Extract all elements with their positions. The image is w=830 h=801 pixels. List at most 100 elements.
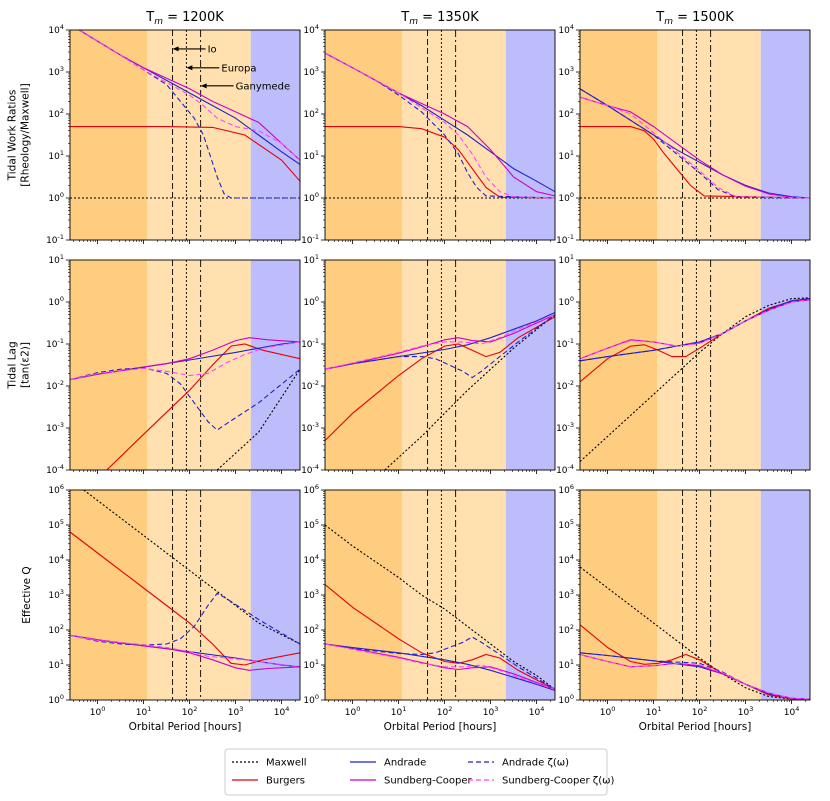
y-tick-label-base: 10: [301, 382, 313, 392]
row-ylabel: Tidal Work Ratios: [7, 90, 19, 182]
x-tick-label: 103: [228, 705, 244, 718]
series-burgers: [325, 316, 555, 441]
y-tick-label: 10-3: [46, 421, 64, 434]
y-tick-label: 101: [48, 253, 64, 266]
y-tick-label-base: 10: [558, 256, 570, 266]
y-tick-label: 106: [48, 483, 64, 496]
y-tick-label: 10-1: [301, 337, 319, 350]
series-burgers: [106, 343, 300, 470]
y-tick-label-base: 10: [48, 26, 60, 36]
column-title-sub: m: [154, 17, 163, 27]
x-tick-label-base: 10: [90, 708, 102, 718]
y-tick-label-exp: 1: [570, 658, 574, 666]
x-tick-label: 101: [391, 705, 407, 718]
moon-label-io: Io: [208, 44, 217, 55]
series-sundberg-cooper: [580, 299, 810, 360]
y-tick-label: 100: [558, 191, 574, 204]
x-tick-label-exp: 2: [193, 705, 197, 713]
y-tick-label-exp: 0: [315, 295, 319, 303]
y-tick-label-exp: -1: [568, 233, 574, 241]
series-burgers: [580, 126, 810, 199]
y-tick-label: 101: [303, 253, 319, 266]
y-tick-label-base: 10: [558, 591, 570, 601]
series-andrade: [70, 367, 300, 431]
legend-label: Andrade ζ(ω): [502, 758, 569, 769]
x-tick-label-base: 10: [391, 708, 403, 718]
y-tick-label-base: 10: [48, 521, 60, 531]
moon-label-europa: Europa: [221, 63, 256, 74]
series-andrade: [325, 643, 555, 692]
y-tick-label-base: 10: [556, 424, 568, 434]
x-tick-label: 101: [136, 705, 152, 718]
y-tick-label-base: 10: [48, 68, 60, 78]
x-tick-label-exp: 4: [795, 705, 799, 713]
column-title: Tm = 1200K: [145, 10, 224, 27]
series-sundberg-cooper: [325, 314, 555, 370]
y-tick-label-base: 10: [303, 194, 315, 204]
series-sundberg-cooper: [78, 30, 300, 161]
y-tick-label-exp: 1: [60, 149, 64, 157]
y-tick-label: 10-4: [556, 463, 574, 476]
y-tick-label-base: 10: [558, 486, 570, 496]
y-tick-label: 100: [48, 295, 64, 308]
shaded-region-1: [657, 30, 761, 240]
y-tick-label: 10-3: [556, 421, 574, 434]
series-sundberg-cooper: [78, 30, 300, 161]
y-tick-label-base: 10: [303, 661, 315, 671]
y-tick-label-base: 10: [48, 486, 60, 496]
legend-label: Maxwell: [266, 758, 307, 769]
y-tick-label: 10-2: [46, 379, 64, 392]
y-tick-label: 101: [303, 658, 319, 671]
y-tick-label-base: 10: [303, 152, 315, 162]
y-tick-label-base: 10: [303, 298, 315, 308]
column-title-value: = 1350K: [418, 10, 479, 25]
y-tick-label-exp: 6: [315, 483, 319, 491]
x-tick-label-exp: 1: [657, 705, 661, 713]
series-sundberg-cooper: [325, 643, 555, 691]
y-tick-label-exp: 0: [315, 693, 319, 701]
x-tick-label-exp: 0: [611, 705, 615, 713]
series-andrade: [325, 314, 555, 379]
y-tick-label-exp: 0: [570, 693, 574, 701]
y-tick-label: 104: [303, 553, 319, 566]
y-tick-label: 101: [48, 658, 64, 671]
y-tick-label-exp: 4: [570, 23, 574, 31]
y-tick-label-exp: -3: [58, 421, 64, 429]
y-tick-label-exp: 0: [315, 191, 319, 199]
series-sundberg-cooper: [325, 643, 555, 691]
column-title-value: = 1200K: [163, 10, 224, 25]
y-tick-label-base: 10: [558, 661, 570, 671]
y-tick-label-exp: -4: [568, 463, 574, 471]
y-tick-label-base: 10: [558, 298, 570, 308]
column-title: Tm = 1350K: [400, 10, 479, 27]
y-tick-label-base: 10: [556, 466, 568, 476]
moon-arrowhead: [200, 83, 207, 89]
shaded-region-2: [505, 490, 555, 700]
x-tick-label-base: 10: [646, 708, 658, 718]
y-tick-label-exp: 2: [315, 107, 319, 115]
y-tick-label-exp: 0: [570, 191, 574, 199]
y-tick-label: 104: [558, 553, 574, 566]
y-tick-label-exp: -1: [313, 233, 319, 241]
series-maxwell: [325, 524, 555, 690]
y-tick-label-exp: 5: [60, 518, 64, 526]
y-tick-label-base: 10: [48, 194, 60, 204]
x-tick-label: 102: [692, 705, 708, 718]
shaded-region-2: [250, 490, 300, 700]
shaded-region-1: [147, 30, 251, 240]
legend-frame: [224, 748, 608, 796]
x-tick-label-base: 10: [692, 708, 704, 718]
y-tick-label-exp: 2: [315, 623, 319, 631]
y-tick-label-exp: 3: [315, 65, 319, 73]
x-tick-label-exp: 2: [703, 705, 707, 713]
x-tick-label-base: 10: [738, 708, 750, 718]
row-ylabel: [tan(ε2)]: [20, 342, 32, 388]
y-tick-label-base: 10: [558, 110, 570, 120]
series-maxwell: [580, 297, 810, 463]
shaded-region-1: [402, 30, 506, 240]
y-tick-label: 10-2: [301, 379, 319, 392]
